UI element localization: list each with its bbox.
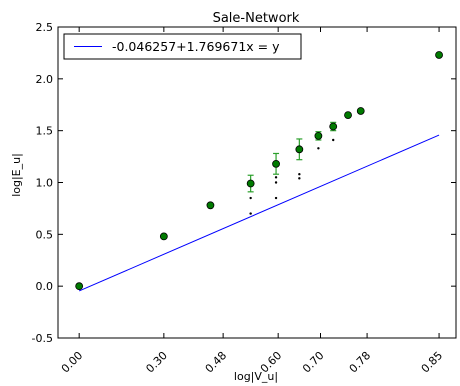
axes-frame (57, 26, 457, 339)
y-axis-label: log|E_u| (10, 153, 23, 197)
plot-area: -0.50.00.51.01.52.02.50.00 0.30 0.48 0.60 0.… (32, 21, 457, 376)
y-tick-label: -0.5 (32, 332, 53, 345)
data-point (314, 131, 323, 140)
y-tick-label: 0.5 (36, 228, 54, 241)
sample-point (274, 181, 278, 184)
x-tick-label: 0.85 (419, 349, 446, 376)
data-point (159, 232, 168, 241)
x-tick-label: 0.30 (143, 349, 170, 376)
x-tick-label: 0.70 (300, 349, 327, 376)
x-tick-label: 0.78 (347, 349, 374, 376)
data-point (329, 122, 338, 131)
sample-point (249, 196, 252, 200)
fit-line (78, 134, 440, 292)
x-axis-label: log|V_u| (234, 370, 278, 383)
y-tick-label: 2.5 (36, 21, 54, 34)
data-point (435, 51, 443, 59)
sample-point (274, 176, 278, 179)
y-tick-label: 0.0 (36, 280, 54, 293)
x-tick-label: 0.48 (203, 349, 230, 376)
data-point (75, 282, 84, 291)
legend-box (63, 33, 302, 60)
sample-point (317, 147, 320, 150)
y-tick-label: 2.0 (36, 73, 54, 86)
legend-label: -0.046257+1.769671x = y (112, 39, 280, 54)
data-point (272, 159, 280, 168)
data-point (344, 111, 352, 120)
data-point (206, 201, 215, 210)
x-tick-label: 0.00 (59, 349, 86, 376)
sample-point (298, 173, 301, 176)
sample-point (274, 196, 278, 200)
y-tick-label: 1.5 (36, 125, 54, 138)
sample-point (332, 138, 335, 142)
sample-point (249, 212, 252, 215)
sample-point (298, 177, 301, 180)
data-point (246, 179, 255, 188)
data-point (356, 107, 365, 115)
chart-title: Sale-Network (213, 11, 300, 26)
data-point (295, 145, 304, 154)
y-tick-label: 1.0 (36, 177, 54, 190)
